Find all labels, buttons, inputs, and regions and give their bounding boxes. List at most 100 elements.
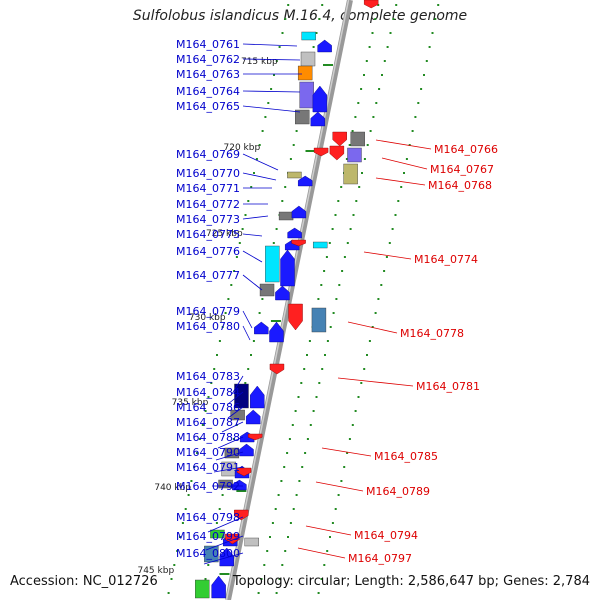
reverse-track-inner-dot (283, 466, 286, 468)
forward-track-outer-dot (230, 284, 233, 286)
reverse-gene-block (347, 147, 362, 163)
reverse-track-inner-dot (323, 270, 326, 272)
forward-track-outer-dot (190, 480, 193, 482)
reverse-track-middle-dot (366, 144, 369, 146)
forward-gene-arrow (269, 321, 284, 343)
reverse-track-inner-dot (345, 158, 348, 160)
reverse-track-middle-dot (369, 130, 372, 132)
forward-gene-leader (242, 153, 279, 171)
forward-gene-label: M164_0790 (176, 446, 240, 459)
kbp-label: 740 kbp (154, 483, 191, 493)
reverse-gene-label: M164_0768 (428, 179, 492, 192)
forward-track-outer-dot (281, 32, 284, 34)
forward-gene-arrow (310, 111, 326, 127)
forward-gene-label: M164_0775 (176, 228, 240, 241)
forward-track-outer-dot (213, 368, 216, 370)
reverse-track-inner-dot (294, 410, 297, 412)
reverse-track-outer-dot (417, 102, 420, 104)
forward-gene-block (265, 245, 280, 283)
reverse-track-outer-dot (403, 172, 405, 174)
forward-gene-label: M164_0770 (176, 167, 240, 180)
reverse-gene-label: M164_0794 (354, 529, 418, 542)
forward-gene-block (300, 51, 316, 67)
reverse-track-inner-dot (288, 438, 291, 440)
reverse-track-middle-dot (358, 186, 361, 188)
reverse-track-middle-dot (289, 522, 292, 524)
reverse-gene-label: M164_0781 (416, 380, 480, 393)
forward-gene-label: M164_0765 (176, 100, 240, 113)
reverse-track-inner-dot (260, 578, 263, 580)
forward-track-outer-dot (179, 536, 181, 538)
forward-track-inner-dot (315, 32, 318, 34)
reverse-track-middle-dot (363, 158, 366, 160)
forward-track-outer-dot (184, 508, 187, 510)
reverse-track-outer-dot (329, 536, 331, 538)
forward-gene-label: M164_0773 (176, 213, 240, 226)
forward-track-inner-dot (312, 46, 315, 48)
forward-gene-leader (215, 451, 244, 461)
forward-gene-arrow (287, 227, 302, 239)
forward-gene-leader (242, 310, 253, 329)
reverse-track-outer-dot (368, 340, 371, 342)
reverse-track-outer-dot (394, 214, 397, 216)
forward-gene-label: M164_0771 (176, 182, 240, 195)
forward-gene-arrow (239, 443, 254, 457)
reverse-track-outer-dot (340, 480, 343, 482)
reverse-gene-arrow (269, 363, 285, 375)
forward-track-outer-dot (244, 214, 247, 216)
forward-gene-arrow (219, 547, 234, 567)
reverse-track-middle-dot (301, 466, 304, 468)
reverse-gene-block (350, 131, 365, 147)
forward-gene-label: M164_0780 (176, 320, 240, 333)
forward-gene-leader (203, 552, 244, 565)
forward-gene-leader (242, 90, 301, 93)
reverse-gene-block (312, 241, 328, 249)
forward-track-inner-dot (252, 340, 255, 342)
forward-gene-block (218, 479, 233, 489)
reverse-track-middle-dot (332, 312, 335, 314)
forward-track-inner-dot (247, 368, 250, 370)
forward-gene-arrow (211, 575, 226, 599)
forward-gene-block (295, 109, 310, 125)
forward-track-outer-dot (267, 102, 270, 104)
reverse-gene-arrow (329, 145, 345, 161)
kbp-label: 715 kbp (241, 57, 278, 67)
reverse-gene-leader (363, 251, 412, 260)
forward-track-outer-dot (250, 186, 253, 188)
reverse-track-inner-dot (325, 256, 328, 258)
forward-track-inner-dot (207, 564, 210, 566)
forward-track-outer-dot (201, 424, 204, 426)
reverse-track-middle-dot (318, 382, 321, 384)
forward-gene-label: M164_0800 (176, 547, 240, 560)
reverse-gene-label: M164_0766 (434, 143, 498, 156)
forward-gene-leader (227, 406, 244, 419)
forward-gene-leader (242, 58, 301, 61)
reverse-track-outer-dot (337, 494, 340, 496)
forward-gene-label: M164_0799 (176, 530, 240, 543)
reverse-track-outer-dot (437, 4, 440, 6)
forward-track-outer-dot (258, 144, 261, 146)
reverse-track-inner-dot (351, 130, 354, 132)
reverse-track-outer-dot (411, 130, 414, 132)
forward-gene-label: M164_0783 (176, 370, 240, 383)
reverse-track-middle-dot (346, 242, 349, 244)
reverse-track-inner-dot (300, 382, 303, 384)
kbp-label: 730 kbp (189, 313, 226, 323)
forward-gene-label: M164_0792 (176, 480, 240, 493)
reverse-track-outer-dot (431, 32, 434, 34)
forward-gene-block (259, 283, 275, 297)
reverse-track-middle-dot (386, 46, 389, 48)
reverse-track-outer-dot (331, 522, 334, 524)
forward-track-inner-dot (281, 200, 284, 202)
forward-track-outer-dot (238, 242, 241, 244)
reverse-track-middle-dot (329, 326, 332, 328)
forward-gene-label: M164_0788 (176, 431, 240, 444)
reverse-gene-label: M164_0778 (400, 327, 464, 340)
reverse-gene-label: M164_0789 (366, 485, 430, 498)
forward-track-outer-dot (247, 200, 250, 202)
reverse-track-middle-dot (278, 578, 281, 580)
forward-gene-leader (207, 516, 244, 533)
forward-gene-label: M164_0786 (176, 401, 240, 414)
forward-track-outer-dot (173, 564, 176, 566)
kbp-label: 725 kbp (206, 229, 243, 239)
